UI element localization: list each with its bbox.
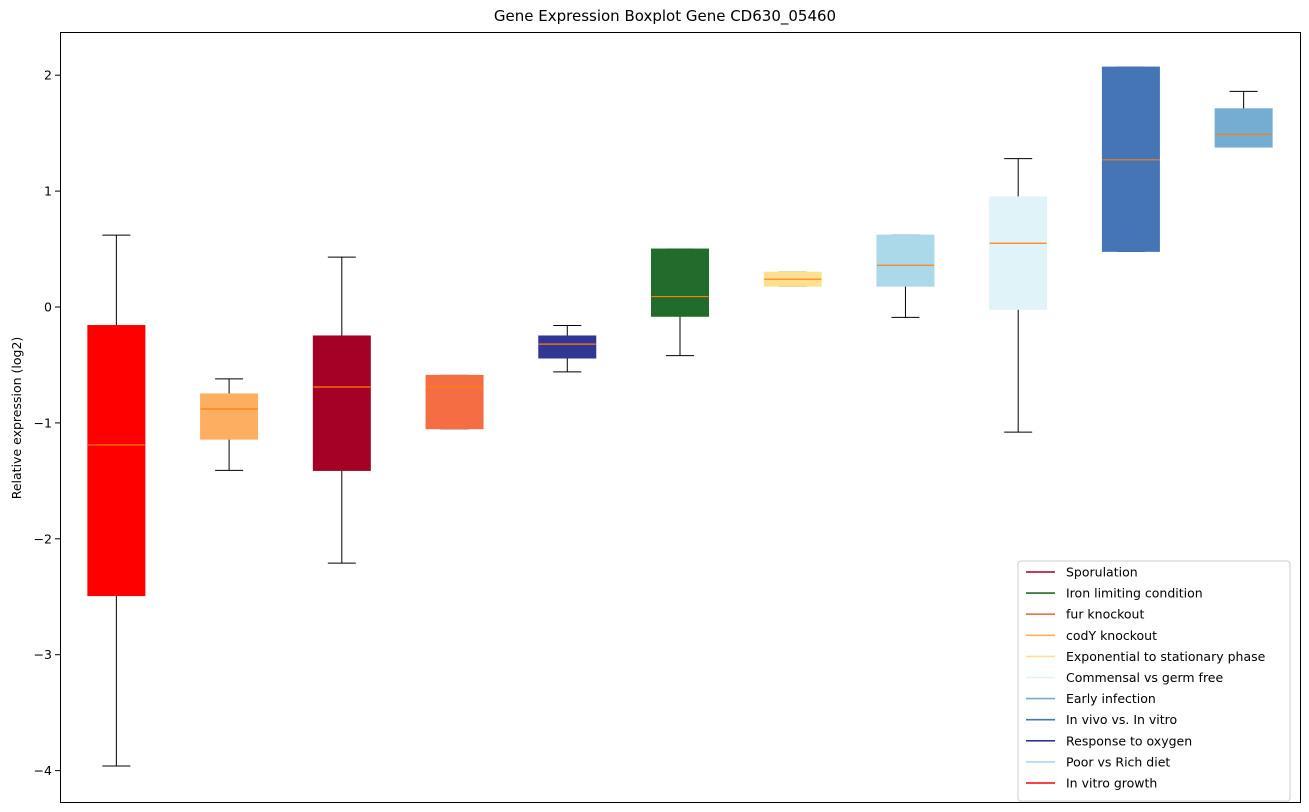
box-group xyxy=(1214,90,1273,148)
legend-label: In vitro growth xyxy=(1066,776,1157,791)
y-tick-label: 0 xyxy=(44,300,52,315)
box-group xyxy=(989,158,1048,433)
box-group xyxy=(312,256,371,564)
legend-frame xyxy=(1017,560,1291,802)
legend: Sporulation Iron limiting condition fur kn… xyxy=(1017,560,1291,802)
legend-label: Poor vs Rich diet xyxy=(1066,754,1170,769)
box-group xyxy=(87,234,146,767)
y-tick-label: 1 xyxy=(44,184,52,199)
box-iqr xyxy=(538,335,597,359)
legend-item: codY knockout xyxy=(1026,628,1157,643)
plot-area: 2 1 0 −1 −2 −3 −4 xyxy=(34,66,1273,778)
box-iqr xyxy=(989,196,1048,310)
legend-item: In vivo vs. In vitro xyxy=(1026,712,1177,727)
box-iqr xyxy=(876,234,935,287)
legend-item: In vitro growth xyxy=(1026,776,1157,791)
legend-label: Early infection xyxy=(1066,691,1156,706)
y-tick-label: −4 xyxy=(34,763,52,778)
box-group xyxy=(876,234,935,318)
legend-item: Poor vs Rich diet xyxy=(1026,754,1170,769)
box-iqr xyxy=(312,335,371,471)
box-iqr xyxy=(1214,108,1273,148)
box-iqr xyxy=(200,393,259,440)
legend-item: Iron limiting condition xyxy=(1026,586,1203,601)
box-iqr xyxy=(87,325,146,597)
box-group xyxy=(1101,66,1160,252)
box-group xyxy=(538,325,597,373)
legend-label: fur knockout xyxy=(1066,607,1144,622)
legend-item: Early infection xyxy=(1026,691,1156,706)
y-axis-label: Relative expression (log2) xyxy=(9,337,24,500)
legend-label: Sporulation xyxy=(1066,565,1138,580)
legend-item: Sporulation xyxy=(1026,565,1138,580)
legend-label: codY knockout xyxy=(1066,628,1157,643)
box-iqr xyxy=(425,374,484,430)
legend-label: Commensal vs germ free xyxy=(1066,670,1223,685)
box-group xyxy=(651,248,709,357)
y-tick-label: −3 xyxy=(34,647,52,662)
y-tick-label: 2 xyxy=(44,68,52,83)
legend-label: Response to oxygen xyxy=(1066,733,1192,748)
legend-item: fur knockout xyxy=(1026,607,1144,622)
legend-item: Commensal vs germ free xyxy=(1026,670,1223,685)
box-group xyxy=(763,271,822,287)
legend-label: In vivo vs. In vitro xyxy=(1066,712,1177,727)
box-iqr xyxy=(651,248,709,317)
legend-item: Response to oxygen xyxy=(1026,733,1192,748)
plot-frame xyxy=(60,32,1301,803)
y-tick-label: −2 xyxy=(34,531,52,546)
legend-label: Iron limiting condition xyxy=(1066,586,1203,601)
box-group xyxy=(425,374,484,430)
y-tick-label: −1 xyxy=(34,415,52,430)
legend-label: Exponential to stationary phase xyxy=(1066,649,1266,664)
legend-item: Exponential to stationary phase xyxy=(1026,649,1266,664)
box-group xyxy=(200,378,259,471)
chart-title: Gene Expression Boxplot Gene CD630_05460 xyxy=(494,7,836,26)
